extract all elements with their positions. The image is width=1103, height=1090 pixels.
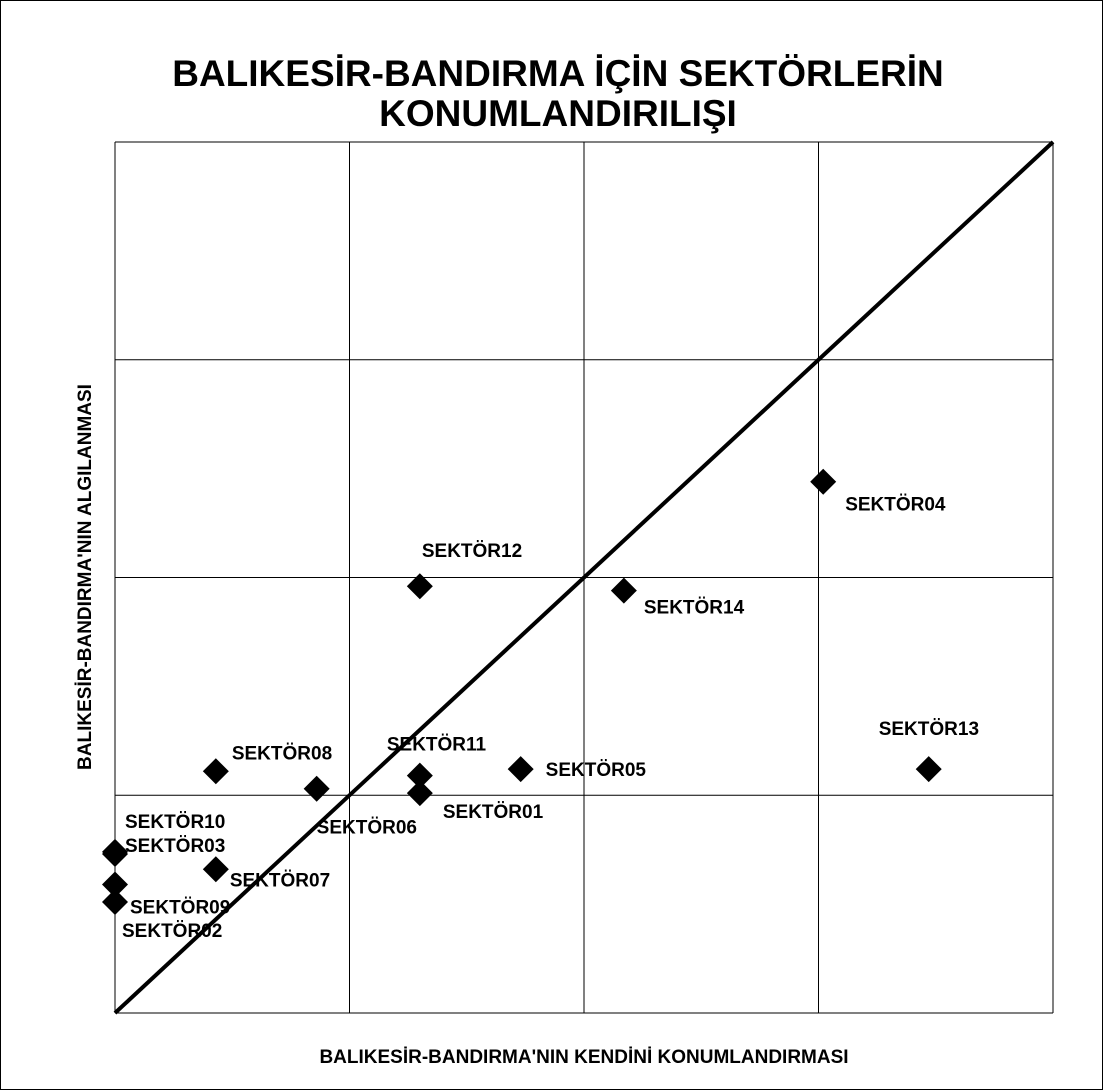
point [303, 775, 330, 802]
point-label: SEKTÖR11 [387, 735, 487, 756]
point [202, 856, 229, 883]
point [102, 871, 128, 898]
x-axis-label: BALIKESİR-BANDIRMA'NIN KENDİNİ KONUMLAND… [319, 1047, 848, 1068]
chart-title-line2: KONUMLANDIRILIŞI [379, 93, 737, 134]
point-label: SEKTÖR10 [125, 812, 225, 833]
point-label: SEKTÖR01 [443, 802, 544, 823]
chart-title: BALIKESİR-BANDIRMA İÇİN SEKTÖRLERİN [172, 53, 944, 94]
point-label: SEKTÖR14 [644, 598, 745, 619]
point-label: SEKTÖR05 [546, 760, 647, 781]
point [102, 838, 128, 865]
point-label: SEKTÖR08 [232, 743, 332, 764]
point-label: SEKTÖR13 [879, 719, 979, 740]
diagonal-line [113, 140, 1055, 1015]
point [102, 888, 128, 915]
point-label: SEKTÖR02 [122, 921, 222, 942]
point-label: SEKTÖR07 [230, 870, 330, 891]
point-label: SEKTÖR12 [422, 541, 522, 562]
point [507, 756, 534, 783]
point [915, 756, 942, 783]
point-label: SEKTÖR06 [317, 818, 417, 839]
point [810, 468, 837, 495]
point-label: SEKTÖR04 [845, 495, 946, 516]
point [406, 762, 433, 789]
point [406, 573, 433, 600]
y-axis-label: BALIKESİR-BANDIRMA'NIN ALGILANMASI [75, 384, 96, 770]
point-label: SEKTÖR03 [125, 836, 225, 857]
point-label: SEKTÖR09 [130, 898, 230, 919]
point [610, 577, 637, 604]
point [202, 758, 229, 785]
point [406, 780, 433, 807]
